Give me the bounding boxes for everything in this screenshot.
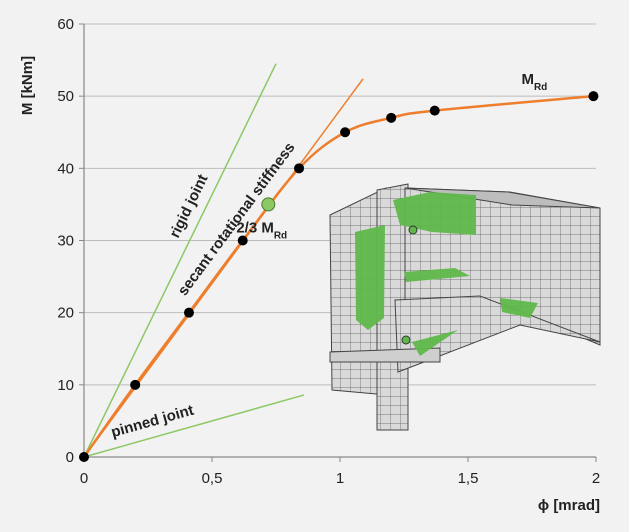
y-tick-label: 0 [66,449,74,466]
fem-mesh-image [329,183,601,431]
reference-line-label: pinned joint [109,402,195,441]
data-point [429,105,440,116]
mrd-label: MRd [521,71,547,93]
y-tick-label: 10 [57,377,74,394]
data-point [79,452,89,462]
data-point [588,91,599,102]
moment-rotation-curve [79,91,599,462]
tick-labels: 0 10 20 30 40 50 60 0 0,5 1 1,5 2 [57,16,600,487]
x-tick-label: 1 [336,470,344,487]
reference-line [83,63,277,458]
data-point [130,379,141,390]
data-point [237,235,248,246]
y-tick-label: 30 [57,233,74,250]
data-point [183,307,194,318]
highlight-point [261,197,276,212]
axes [79,23,597,462]
x-tick-label: 0,5 [202,470,223,487]
data-point [386,112,397,123]
y-axis-label: M [kNm] [19,56,36,115]
y-tick-label: 50 [57,88,74,105]
data-point [294,163,305,174]
reference-line [83,394,305,458]
x-tick-label: 1,5 [458,470,479,487]
y-tick-label: 20 [57,305,74,322]
y-tick-label: 40 [57,160,74,177]
x-axis-label: ϕ [mrad] [538,497,600,514]
highlight-point-label: 2/3 MRd [236,219,287,241]
reference-line-label: rigid joint [166,172,211,241]
x-tick-label: 0 [80,470,88,487]
data-point [340,127,351,138]
y-tick-label: 60 [57,16,74,33]
x-tick-label: 2 [592,470,600,487]
